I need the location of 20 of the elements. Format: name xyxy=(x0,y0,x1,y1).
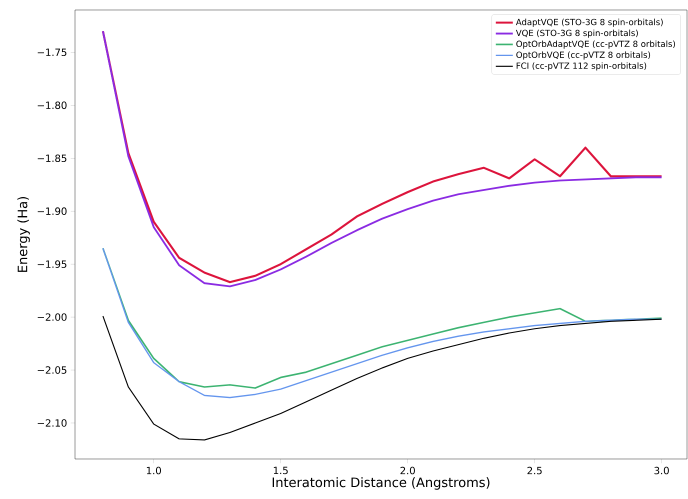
legend-label: FCI (cc-pVTZ 112 spin-orbitals) xyxy=(516,62,646,71)
x-tick-label: 3.0 xyxy=(654,466,669,474)
y-tick-label: −1.75 xyxy=(38,48,66,56)
y-axis-title: Energy (Ha) xyxy=(17,196,30,272)
y-tick-label: −1.85 xyxy=(38,154,66,162)
legend-label: OptOrbVQE (cc-pVTZ 8 orbitals) xyxy=(516,51,650,60)
x-axis-title: Interatomic Distance (Angstroms) xyxy=(272,477,490,490)
y-tick-label: −1.95 xyxy=(38,260,66,268)
x-tick-label: 2.0 xyxy=(400,466,415,474)
x-tick-label: 1.0 xyxy=(146,466,161,474)
legend-label: OptOrbAdaptVQE (cc-pVTZ 8 orbitals) xyxy=(516,40,675,49)
y-tick-label: −1.80 xyxy=(38,102,67,110)
legend-label: AdaptVQE (STO-3G 8 spin-orbitals) xyxy=(516,18,663,27)
y-tick-label: −2.05 xyxy=(38,366,66,374)
y-tick-label: −2.10 xyxy=(38,419,67,427)
x-tick-label: 1.5 xyxy=(274,466,288,474)
x-tick-label: 2.5 xyxy=(527,466,542,474)
y-tick-label: −1.90 xyxy=(38,207,67,215)
legend-label: VQE (STO-3G 8 spin-orbitals) xyxy=(516,30,638,38)
y-tick-label: −2.00 xyxy=(38,313,67,321)
